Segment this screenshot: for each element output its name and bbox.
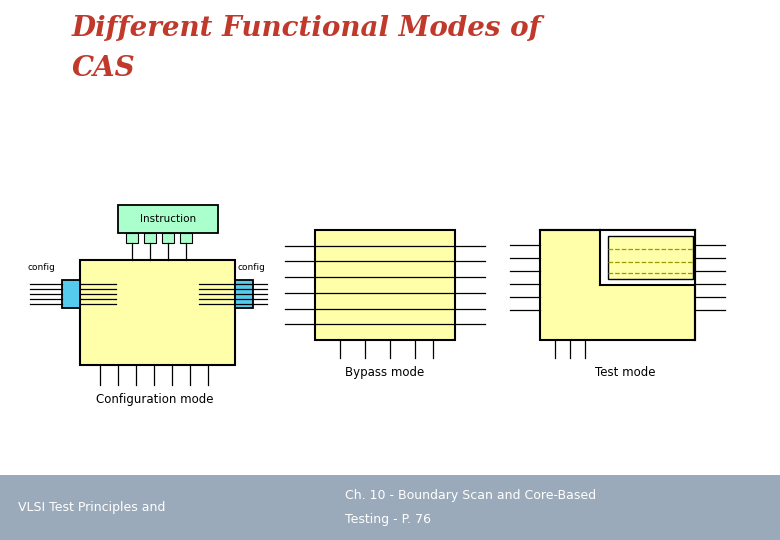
Text: Configuration mode: Configuration mode [96,393,214,406]
Bar [126,233,138,243]
Text: Instruction: Instruction [140,214,196,224]
Bar [315,230,455,340]
Bar [608,236,693,279]
Text: Testing - P. 76: Testing - P. 76 [345,512,431,526]
Text: Different Functional Modes of: Different Functional Modes of [72,15,541,42]
Bar [600,230,695,285]
Bar [118,205,218,233]
Bar [162,233,174,243]
Bar [180,233,192,243]
Text: Test mode: Test mode [594,366,655,379]
Bar [62,280,80,308]
Text: VLSI Test Principles and: VLSI Test Principles and [18,501,165,514]
Text: CAS: CAS [72,55,136,82]
Bar [80,260,235,365]
Bar [540,230,695,340]
Text: Bypass mode: Bypass mode [346,366,424,379]
Text: config: config [237,264,265,273]
Text: config: config [28,264,56,273]
Text: Ch. 10 - Boundary Scan and Core-Based: Ch. 10 - Boundary Scan and Core-Based [345,489,596,502]
Bar [0,475,780,540]
Bar [235,280,253,308]
Bar [144,233,156,243]
